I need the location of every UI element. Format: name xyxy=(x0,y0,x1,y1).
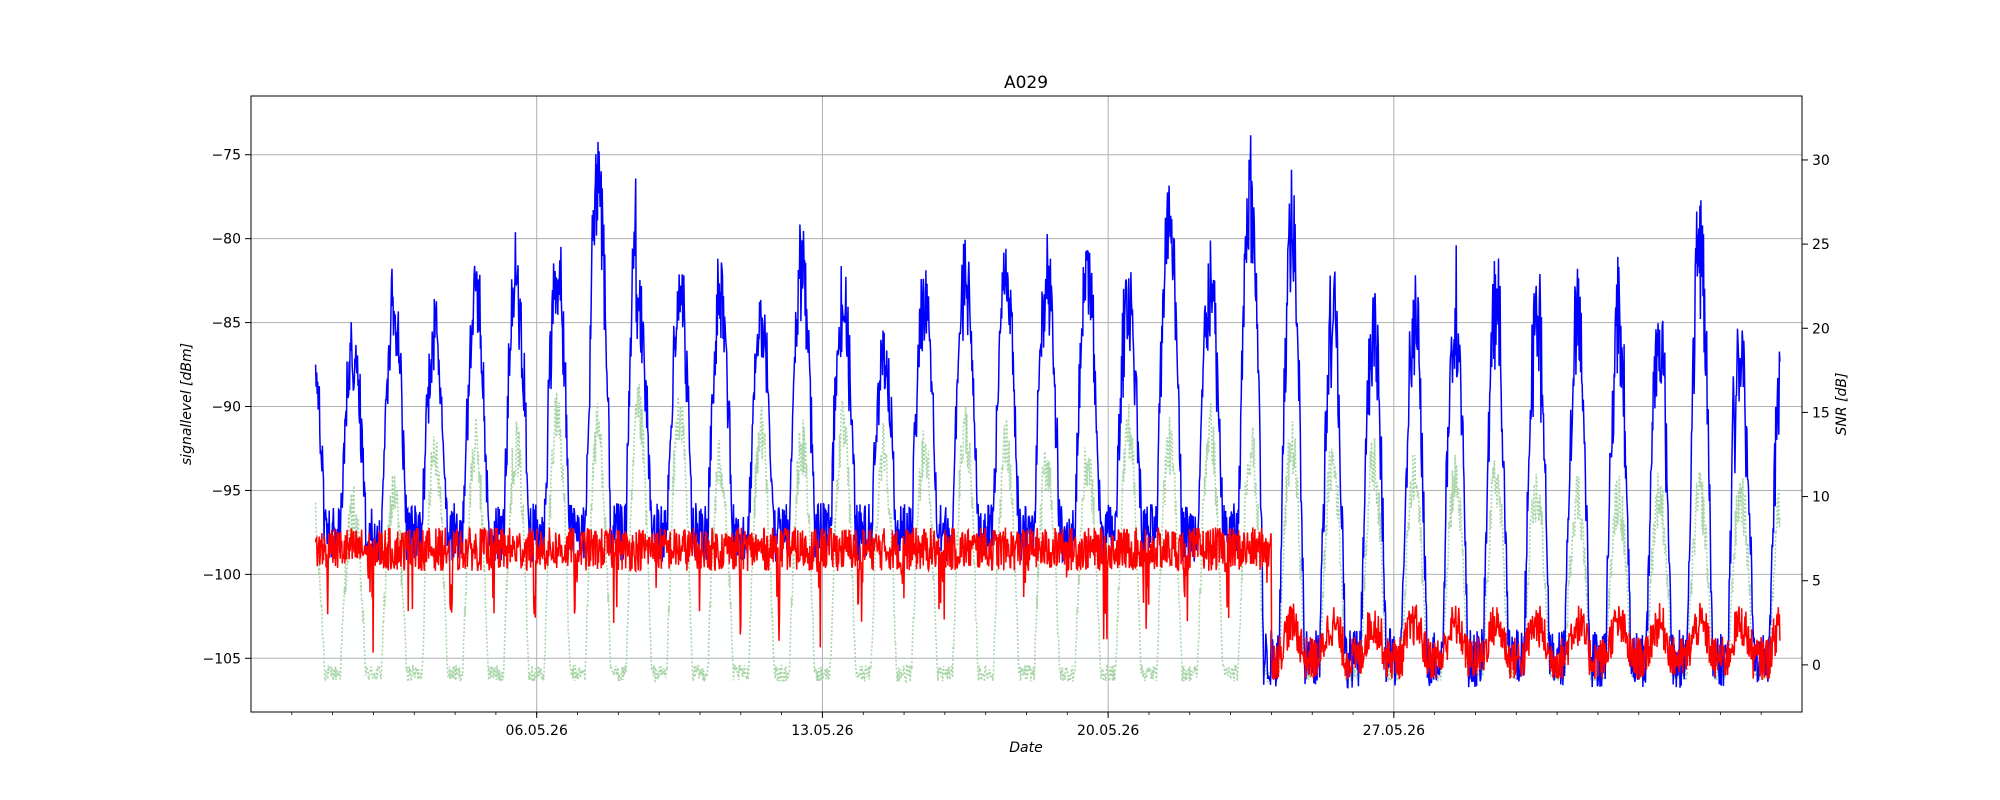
series-lines xyxy=(314,135,1781,689)
x-tick-label: 27.05.26 xyxy=(1363,723,1425,739)
y-left-tick-label: −100 xyxy=(203,567,241,583)
y-left-tick-label: −95 xyxy=(211,483,241,499)
x-tick-label: 20.05.26 xyxy=(1077,723,1139,739)
signal-level-series-line xyxy=(314,135,1781,689)
grid-lines xyxy=(251,96,1802,712)
y-left-tick-label: −80 xyxy=(211,232,241,248)
y-left-tick-label: −105 xyxy=(203,651,241,667)
chart-title: A029 xyxy=(1004,73,1048,93)
y-right-tick-label: 30 xyxy=(1812,153,1830,169)
y-right-tick-label: 20 xyxy=(1812,321,1830,337)
y-axis-left: −75 −80 −85 −90 −95 −100 −105 xyxy=(203,148,251,667)
x-tick-label: 13.05.26 xyxy=(791,723,853,739)
y-right-tick-label: 5 xyxy=(1812,574,1821,590)
y-left-tick-label: −85 xyxy=(211,316,241,332)
y-axis-left-label: signallevel [dBm] xyxy=(179,343,195,465)
x-axis-label: Date xyxy=(1009,740,1042,756)
y-right-tick-label: 10 xyxy=(1812,490,1830,506)
x-tick-label: 06.05.26 xyxy=(506,723,568,739)
y-left-tick-label: −75 xyxy=(211,148,241,164)
y-left-tick-label: −90 xyxy=(211,400,241,416)
y-right-tick-label: 15 xyxy=(1812,405,1830,421)
y-right-tick-label: 25 xyxy=(1812,237,1830,253)
noise-series-line xyxy=(314,527,1781,680)
snr-series-line xyxy=(314,383,1781,684)
y-right-tick-label: 0 xyxy=(1812,658,1821,674)
y-axis-right-label: SNR [dB] xyxy=(1834,373,1850,436)
y-axis-right: 30 25 20 15 10 5 0 xyxy=(1802,153,1830,674)
x-axis: 06.05.26 13.05.26 20.05.26 27.05.26 xyxy=(291,712,1762,739)
